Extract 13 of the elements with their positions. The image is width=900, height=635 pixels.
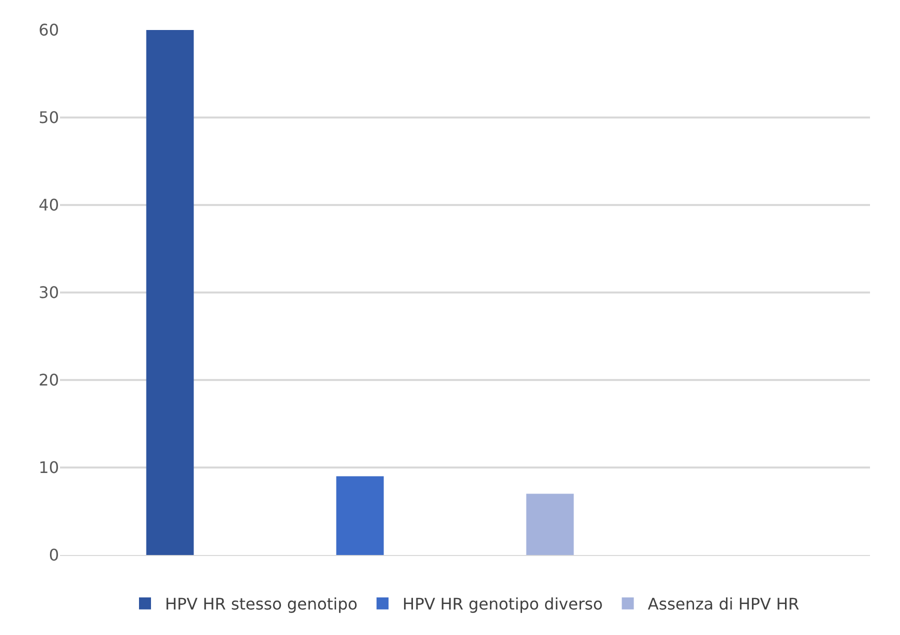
y-tick-label: 0 <box>48 546 59 565</box>
y-tick-label: 20 <box>38 370 59 390</box>
y-tick-label: 50 <box>38 108 59 128</box>
legend-label: HPV HR stesso genotipo <box>165 594 358 614</box>
y-tick-label: 10 <box>38 458 59 478</box>
legend-label: Assenza di HPV HR <box>648 594 800 614</box>
legend-label: HPV HR genotipo diverso <box>402 594 603 614</box>
bar <box>336 476 384 555</box>
y-tick-label: 40 <box>38 196 59 215</box>
y-tick-label: 30 <box>38 283 59 302</box>
bar <box>526 494 574 555</box>
y-tick-label: 60 <box>38 20 59 40</box>
bar <box>146 30 194 555</box>
